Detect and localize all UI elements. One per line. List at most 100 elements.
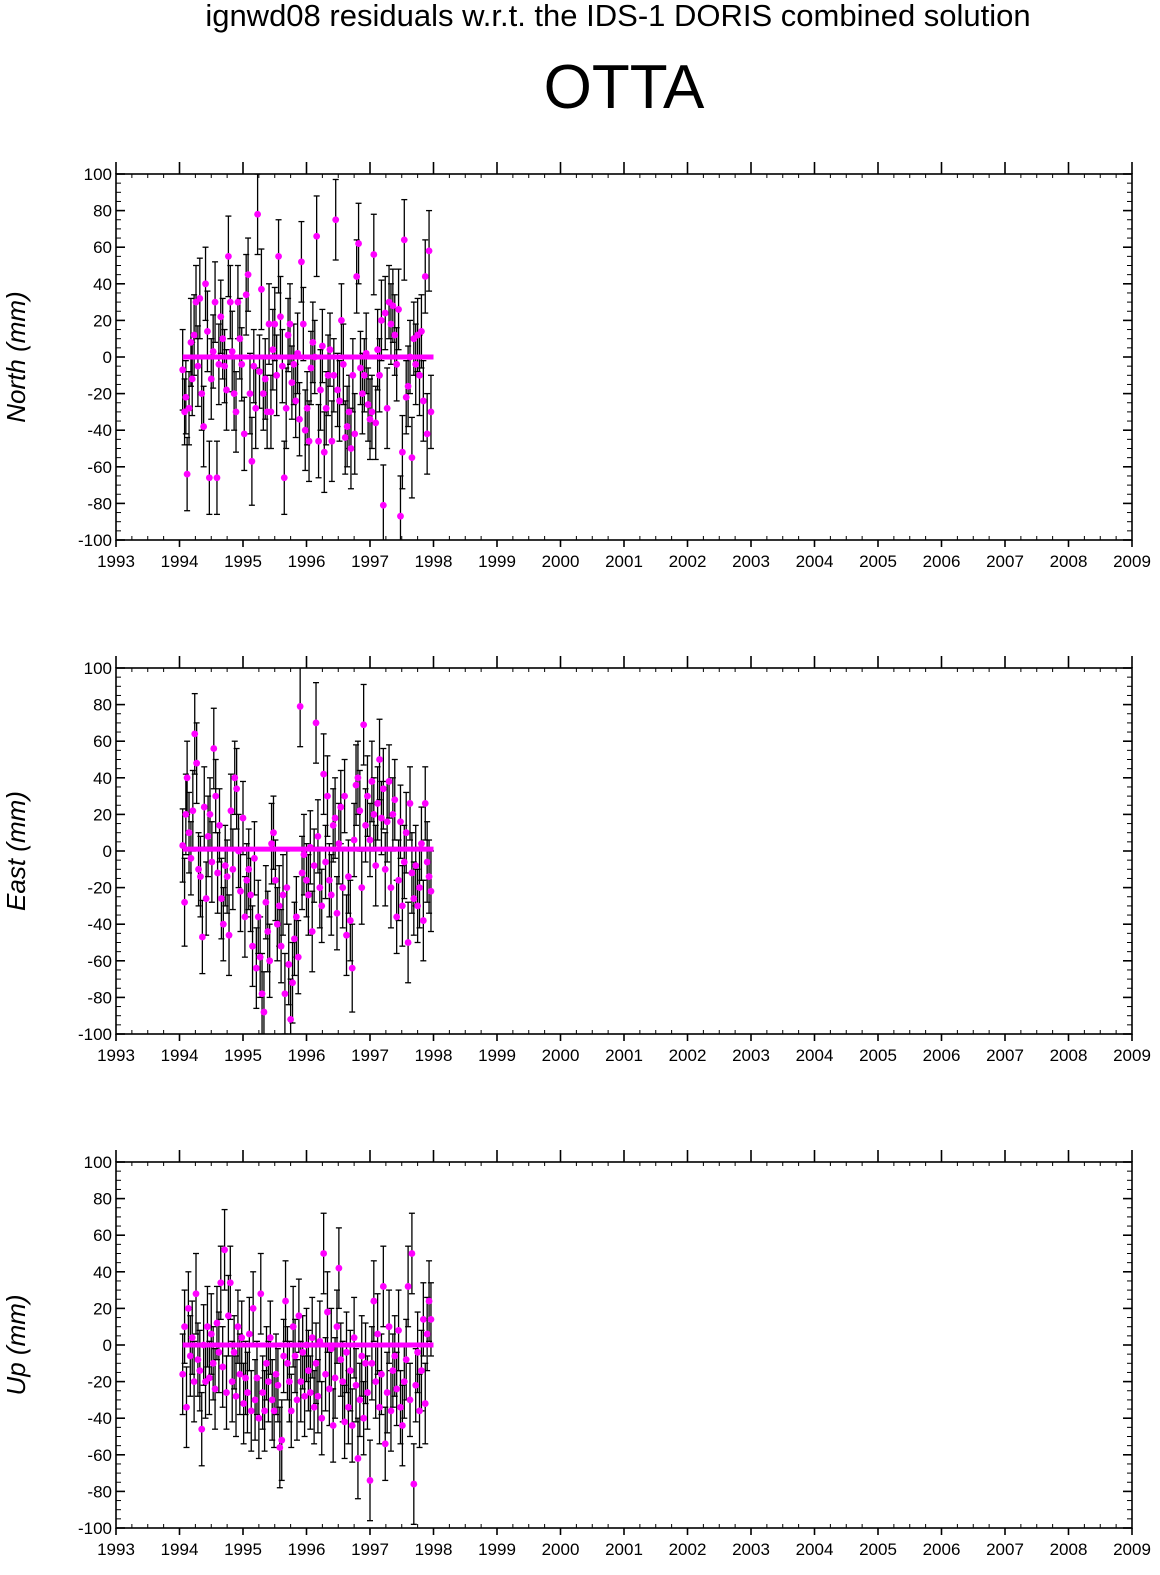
data-point <box>318 902 326 910</box>
data-point <box>391 796 399 804</box>
data-point <box>251 1396 259 1404</box>
data-point <box>395 1326 402 1334</box>
data-point <box>282 404 290 412</box>
north-panel: North (mm) 1993 1994 1995 1996 1997 1998 1999 2… <box>1 162 1151 571</box>
data-point <box>416 1407 423 1415</box>
data-point <box>350 1334 358 1342</box>
data-point <box>305 437 313 445</box>
data-point <box>221 362 228 370</box>
data-point <box>287 1015 295 1023</box>
data-point <box>348 964 356 972</box>
data-point <box>329 821 337 829</box>
data-point <box>241 913 249 921</box>
data-point <box>341 792 348 800</box>
data-point <box>360 721 368 729</box>
data-point <box>427 408 435 416</box>
data-point <box>267 408 275 416</box>
data-point <box>418 327 425 335</box>
data-point <box>393 913 401 921</box>
y-tick-label: -80 <box>87 988 112 1007</box>
data-point <box>379 501 387 509</box>
data-point <box>205 474 213 482</box>
data-point <box>343 423 351 430</box>
x-tick-label: 1996 <box>288 1046 326 1065</box>
data-point <box>352 781 360 789</box>
data-point <box>421 273 429 280</box>
data-point <box>268 1396 276 1404</box>
data-point <box>419 917 427 924</box>
data-point <box>331 814 339 822</box>
y-tick-label: -80 <box>87 1482 112 1501</box>
data-point <box>364 792 371 800</box>
data-point <box>408 454 416 462</box>
data-point <box>253 1374 261 1382</box>
data-point <box>374 800 382 807</box>
data-point <box>412 862 420 870</box>
y-tick-label: 80 <box>93 696 112 715</box>
data-point <box>247 1407 255 1415</box>
data-point <box>356 807 364 815</box>
y-tick-label: -40 <box>87 915 112 934</box>
data-point <box>427 1315 435 1323</box>
x-tick-label: 1999 <box>478 552 516 571</box>
data-point <box>200 423 208 430</box>
data-point <box>318 342 326 350</box>
data-point <box>294 953 302 961</box>
data-point <box>372 1378 380 1385</box>
data-point <box>196 1367 204 1375</box>
x-tick-label: 1998 <box>415 1540 453 1559</box>
data-point <box>412 360 420 368</box>
data-point <box>306 1389 314 1396</box>
data-point <box>232 408 240 416</box>
data-point <box>242 291 250 299</box>
y-tick-label: 60 <box>93 1226 112 1245</box>
data-point <box>221 862 229 870</box>
x-tick-label: 2000 <box>542 1540 580 1559</box>
data-point <box>383 818 391 826</box>
data-point <box>188 1334 196 1342</box>
data-point <box>280 1352 288 1360</box>
data-point <box>230 390 238 397</box>
data-point <box>301 1392 308 1400</box>
x-tick-label: 1995 <box>224 1046 262 1065</box>
data-point <box>333 909 341 917</box>
data-point <box>277 942 285 950</box>
data-point <box>312 719 320 727</box>
data-point <box>305 891 312 899</box>
data-point <box>311 353 319 361</box>
data-point <box>416 371 423 379</box>
data-point <box>247 891 255 899</box>
x-tick-label: 2004 <box>796 552 834 571</box>
y-tick-label: -100 <box>78 1025 112 1044</box>
data-point <box>418 1367 425 1375</box>
data-point <box>320 770 328 778</box>
data-point <box>207 1330 215 1338</box>
x-tick-label: 2005 <box>859 552 897 571</box>
data-point <box>324 371 332 379</box>
y-tick-label: 20 <box>93 311 112 330</box>
data-point <box>376 1403 383 1411</box>
x-tick-label: 2002 <box>669 552 707 571</box>
data-point <box>233 785 241 793</box>
data-point <box>245 865 253 873</box>
data-point <box>254 913 262 921</box>
data-point <box>211 1385 219 1393</box>
data-point <box>244 1389 251 1396</box>
x-tick-label: 1993 <box>97 1540 135 1559</box>
data-point <box>303 876 310 884</box>
data-point <box>256 953 264 961</box>
x-tick-label: 2005 <box>859 1540 897 1559</box>
x-tick-label: 1993 <box>97 1046 135 1065</box>
data-point <box>224 252 232 260</box>
data-point <box>270 829 277 837</box>
data-point <box>189 807 197 815</box>
y-tick-label: -40 <box>87 1409 112 1428</box>
data-point <box>193 759 201 767</box>
data-point <box>179 1370 187 1378</box>
data-point <box>200 803 208 811</box>
data-point <box>248 457 256 465</box>
data-point <box>298 869 306 877</box>
data-point <box>204 327 211 335</box>
data-point <box>338 317 345 324</box>
x-tick-label: 1996 <box>288 1540 326 1559</box>
